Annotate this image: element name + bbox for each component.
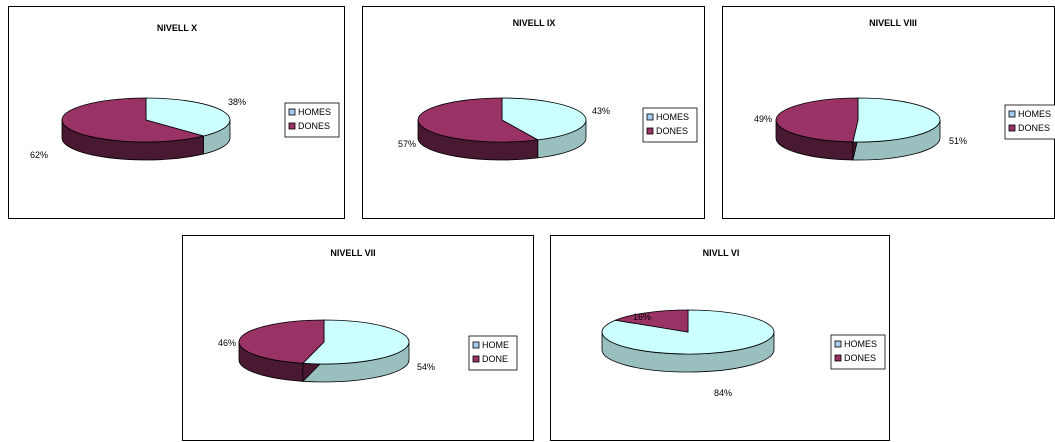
legend-label-home: HOME xyxy=(482,340,509,350)
chart-panel-nivell-vii: NIVELL VII 54% 46% HOME DONE xyxy=(182,235,534,441)
chart-title: NIVLL VI xyxy=(703,248,740,258)
chart-panel-nivll-vi: NIVLL VI 84% 16% HOMES DONES xyxy=(550,235,890,441)
chart-panel-nivell-viii: NIVELL VIII 51% 49% HOMES DONES xyxy=(722,6,1055,219)
pie-chart-svg: NIVELL VIII 51% 49% HOMES DONES xyxy=(754,18,1055,161)
chart-title: NIVELL VIII xyxy=(869,18,917,28)
pie-slice-done xyxy=(238,319,325,364)
chart-title: NIVELL IX xyxy=(513,18,556,28)
pie-chart-svg: NIVELL IX 43% 57% HOMES DONES xyxy=(398,18,698,161)
legend-swatch-homes xyxy=(646,113,654,121)
pie-chart-svg: NIVELL X 38% 62% HOMES DONES xyxy=(30,23,340,161)
pie-slice-dones xyxy=(417,97,540,143)
pie-slice-home xyxy=(301,319,410,365)
data-label-dones: 57% xyxy=(398,139,416,149)
legend-label-dones: DONES xyxy=(844,353,876,363)
data-label-done: 46% xyxy=(218,338,236,348)
legend-swatch-home xyxy=(472,341,480,349)
legend-swatch-dones xyxy=(834,354,842,362)
data-label-homes: 84% xyxy=(714,388,732,398)
legend-swatch-dones xyxy=(288,122,296,130)
legend-label-homes: HOMES xyxy=(656,112,689,122)
legend-swatch-homes xyxy=(288,108,296,116)
pie-slice-dones xyxy=(61,97,206,143)
data-label-dones: 16% xyxy=(633,312,651,322)
pie-slice-homes xyxy=(852,97,941,143)
legend-swatch-dones xyxy=(646,127,654,135)
data-label-dones: 49% xyxy=(754,114,772,124)
legend-label-done: DONE xyxy=(482,354,508,364)
legend-label-homes: HOMES xyxy=(298,107,331,117)
legend-label-dones: DONES xyxy=(1018,123,1050,133)
chart-panel-nivell-x: NIVELL X 38% 62% HOMES DONES xyxy=(8,6,345,219)
pie-chart-svg: NIVLL VI 84% 16% HOMES DONES xyxy=(601,248,886,398)
pie-slice-homes xyxy=(501,97,587,141)
pie-slice-homes xyxy=(145,97,231,137)
chart-panel-nivell-ix: NIVELL IX 43% 57% HOMES DONES xyxy=(362,6,705,219)
data-label-home: 54% xyxy=(417,362,435,372)
pie-slice-dones xyxy=(613,309,689,333)
legend-swatch-homes xyxy=(834,340,842,348)
legend-label-homes: HOMES xyxy=(1018,109,1051,119)
data-label-dones: 62% xyxy=(30,150,48,160)
legend-swatch-homes xyxy=(1008,110,1016,118)
chart-title: NIVELL VII xyxy=(330,248,375,258)
pie-slice-dones xyxy=(775,97,859,143)
data-label-homes: 38% xyxy=(228,97,246,107)
data-label-homes: 51% xyxy=(949,136,967,146)
legend-label-dones: DONES xyxy=(656,126,688,136)
legend-label-homes: HOMES xyxy=(844,339,877,349)
chart-title: NIVELL X xyxy=(157,23,197,33)
legend-swatch-done xyxy=(472,355,480,363)
data-label-homes: 43% xyxy=(592,106,610,116)
legend-label-dones: DONES xyxy=(298,121,330,131)
pie-chart-svg: NIVELL VII 54% 46% HOME DONE xyxy=(218,248,518,383)
legend-swatch-dones xyxy=(1008,124,1016,132)
